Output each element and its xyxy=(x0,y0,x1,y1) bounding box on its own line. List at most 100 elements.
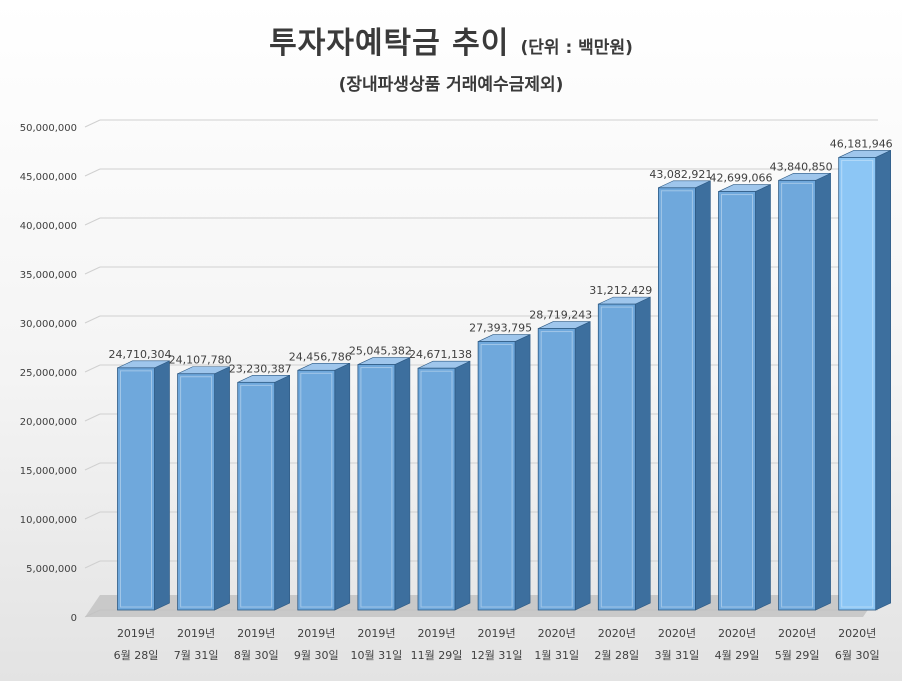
x-tick-label-year: 2020년 xyxy=(598,627,636,640)
bar-side xyxy=(695,180,711,611)
bars xyxy=(117,149,892,611)
bar-side xyxy=(574,321,591,611)
x-tick-label-date: 4월 29일 xyxy=(715,648,760,662)
x-tick-label-year: 2019년 xyxy=(417,627,455,640)
title-block: 투자자예탁금 추이 (단위 : 백만원) xyxy=(0,18,902,62)
bar-front xyxy=(537,328,576,611)
chart-unit-label: (단위 : 백만원) xyxy=(520,38,633,58)
bar-front xyxy=(597,303,636,611)
data-label: 31,212,429 xyxy=(589,284,652,297)
bar-front xyxy=(658,187,696,611)
y-tick-label: 0 xyxy=(71,613,77,624)
x-tick-label-year: 2019년 xyxy=(117,627,155,640)
bar-side xyxy=(514,334,531,611)
x-tick-label-year: 2020년 xyxy=(718,627,756,640)
x-tick-label-year: 2020년 xyxy=(538,627,576,640)
bar-side xyxy=(875,149,892,611)
x-tick-label-date: 6월 28일 xyxy=(114,648,159,662)
data-label: 24,710,304 xyxy=(109,348,172,361)
bar-front xyxy=(117,367,155,611)
bar-front xyxy=(177,373,216,611)
bar xyxy=(778,172,831,611)
bar-highlight xyxy=(120,370,152,608)
bar-side xyxy=(334,362,351,611)
bar-front xyxy=(778,179,816,611)
bar-highlight xyxy=(721,194,753,608)
bar-side xyxy=(214,366,230,611)
x-tick-label-year: 2019년 xyxy=(478,627,516,640)
x-tick-label-date: 7월 31일 xyxy=(174,648,219,662)
bar-highlight xyxy=(600,306,633,608)
data-label: 42,699,066 xyxy=(710,172,773,185)
bar-highlight xyxy=(540,331,573,608)
bar xyxy=(718,184,771,611)
bar-highlight xyxy=(300,372,333,608)
data-label: 27,393,795 xyxy=(469,322,532,335)
bar-side xyxy=(815,172,831,611)
data-label: 24,456,786 xyxy=(289,350,352,363)
x-tick-label-year: 2020년 xyxy=(658,627,696,640)
x-tick-label-date: 9월 30일 xyxy=(294,648,339,662)
chart-subtitle: (장내파생상품 거래예수금제외) xyxy=(338,75,564,95)
gridline-diag xyxy=(84,560,101,569)
bar xyxy=(597,296,651,611)
y-tick-label: 25,000,000 xyxy=(20,368,77,379)
y-axis-ticks: 0 5,000,000 10,000,000 15,000,000 20,000,000… xyxy=(20,123,77,624)
gridline-diag xyxy=(84,315,101,324)
bar-side xyxy=(154,360,170,611)
data-label: 46,181,946 xyxy=(830,137,893,150)
gridline-diag xyxy=(84,266,101,275)
x-tick-label-year: 2020년 xyxy=(778,627,816,640)
x-tick-label-date: 6월 30일 xyxy=(835,648,880,662)
y-tick-label: 10,000,000 xyxy=(20,515,77,526)
data-label: 28,719,243 xyxy=(529,309,592,322)
data-label: 25,045,382 xyxy=(349,345,412,358)
bar xyxy=(117,360,170,611)
y-tick-label: 35,000,000 xyxy=(20,270,77,281)
gridline-diag xyxy=(84,119,101,128)
bar-side xyxy=(394,357,411,611)
bar xyxy=(477,334,531,611)
gridline-diag xyxy=(84,217,101,226)
x-tick-label-date: 8월 30일 xyxy=(234,648,279,662)
x-tick-label-year: 2019년 xyxy=(237,627,275,640)
bar-side xyxy=(454,360,471,611)
data-label: 43,840,850 xyxy=(770,160,833,173)
y-tick-label: 15,000,000 xyxy=(20,466,77,477)
x-tick-label-year: 2019년 xyxy=(177,627,215,640)
x-tick-label-date: 1월 31일 xyxy=(534,648,579,662)
bar-highlight xyxy=(420,370,453,608)
gridline-diag xyxy=(84,364,101,373)
gridline-diag xyxy=(84,462,101,471)
bar-highlight xyxy=(781,182,814,608)
bar-front xyxy=(297,369,336,611)
data-label: 43,082,921 xyxy=(649,168,712,181)
x-tick-label-year: 2019년 xyxy=(297,627,335,640)
bar xyxy=(237,374,291,611)
data-label: 24,107,780 xyxy=(169,354,232,367)
y-tick-label: 20,000,000 xyxy=(20,417,77,428)
bar-front xyxy=(237,381,276,611)
bar-highlight xyxy=(240,384,273,608)
x-tick-label-date: 3월 31일 xyxy=(655,648,700,662)
x-tick-label-year: 2020년 xyxy=(838,627,876,640)
bar-highlight xyxy=(180,376,213,608)
gridline-diag xyxy=(84,168,101,177)
bar-front xyxy=(417,367,456,611)
bar-highlight xyxy=(841,159,874,608)
bar-side xyxy=(755,184,771,611)
bar xyxy=(177,366,230,611)
bar-front xyxy=(838,157,877,611)
bar-front xyxy=(477,341,516,611)
x-tick-label-date: 12월 31일 xyxy=(471,648,523,662)
x-tick-label-date: 10월 31일 xyxy=(351,648,403,662)
y-tick-label: 5,000,000 xyxy=(26,564,77,575)
x-tick-label-date: 2월 28일 xyxy=(594,648,639,662)
bar-front xyxy=(357,364,396,611)
data-labels: 24,710,30424,107,78023,230,38724,456,786… xyxy=(109,137,893,375)
x-tick-label-year: 2019년 xyxy=(357,627,395,640)
gridline-diag xyxy=(84,511,101,520)
bar xyxy=(417,360,471,611)
gridline-diag xyxy=(84,413,101,422)
